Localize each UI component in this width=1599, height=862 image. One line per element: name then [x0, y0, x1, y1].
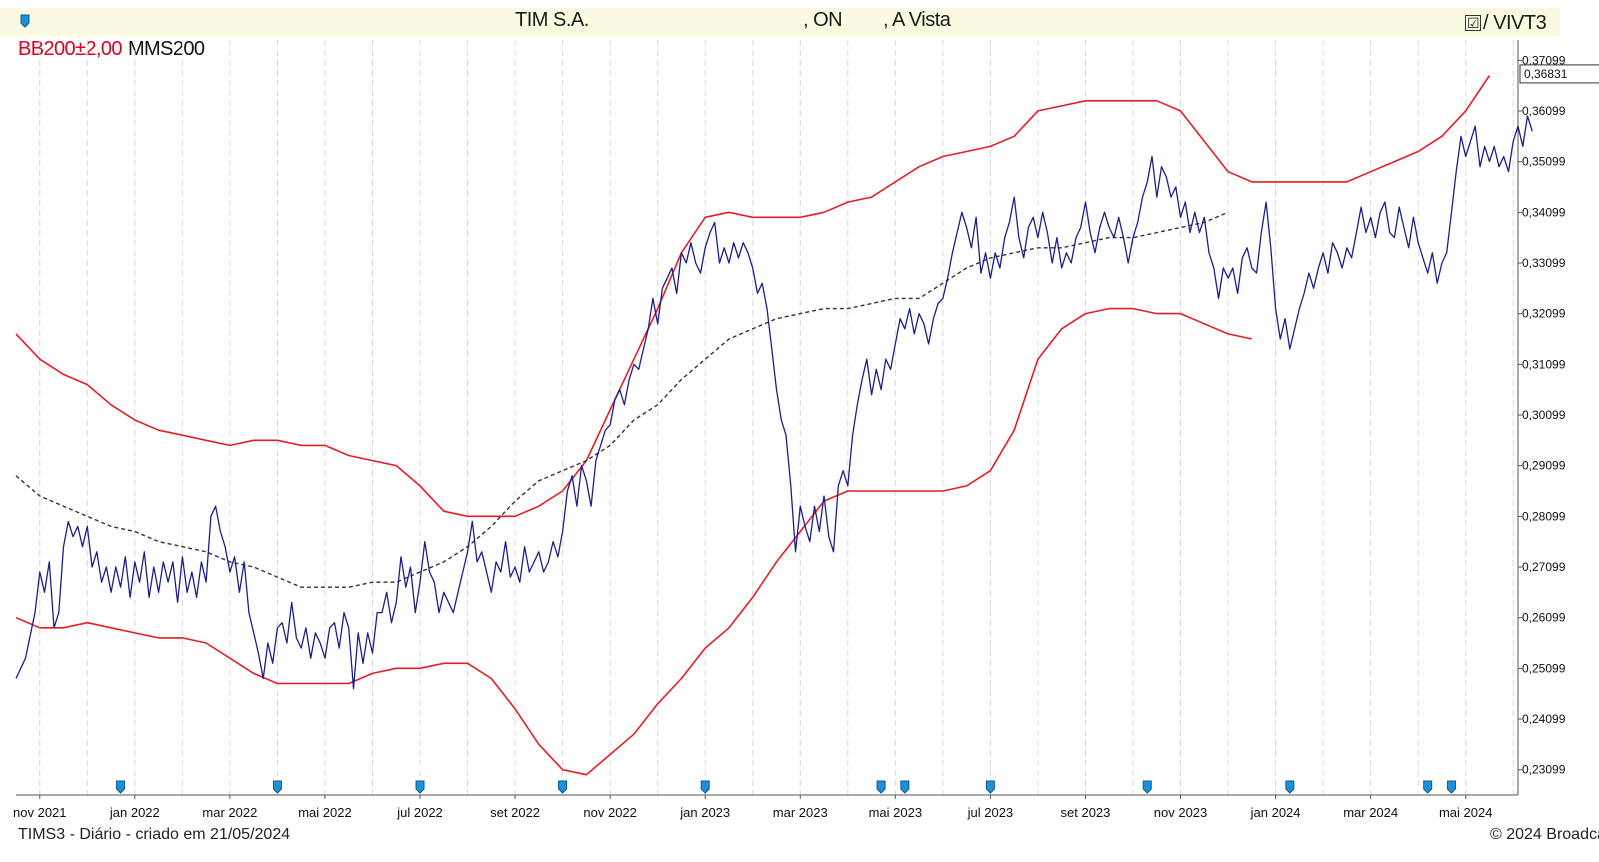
- compare-checkbox[interactable]: ☑: [1465, 15, 1481, 31]
- legend-moving-average[interactable]: MMS200: [127, 38, 205, 60]
- x-tick-label: mai 2023: [869, 805, 922, 820]
- y-tick-label: 0,26099: [1522, 611, 1566, 625]
- x-tick-label: set 2023: [1061, 805, 1111, 820]
- y-tick-label: 0,35099: [1522, 155, 1566, 169]
- chart-axes: [16, 40, 1519, 796]
- event-markers: [116, 780, 1456, 794]
- event-flag-icon[interactable]: [1142, 780, 1152, 794]
- event-flag-icon[interactable]: [558, 780, 568, 794]
- event-flag-icon[interactable]: [1285, 780, 1295, 794]
- y-axis-ticks: 0,37099 0,36099 0,35099 0,34099 0,33099 0,320…: [1518, 53, 1566, 777]
- series-lower-band: [15, 307, 1252, 776]
- y-tick-label: 0,24099: [1522, 712, 1566, 726]
- y-tick-label: 0,33099: [1522, 256, 1566, 270]
- x-tick-label: jan 2022: [109, 805, 160, 820]
- y-tick-label: 0,36099: [1522, 104, 1566, 118]
- event-flag-icon[interactable]: [900, 780, 910, 794]
- x-tick-label: jul 2023: [967, 805, 1014, 820]
- event-flag-icon[interactable]: [1423, 780, 1433, 794]
- chart-caption: TIMS3 - Diário - criado em 21/05/2024: [18, 826, 291, 843]
- x-tick-label: mai 2022: [298, 805, 351, 820]
- y-tick-label: 0,34099: [1522, 205, 1566, 219]
- event-flag-icon[interactable]: [116, 780, 126, 794]
- y-tick-label: 0,37099: [1522, 53, 1566, 67]
- x-tick-label: jan 2023: [679, 805, 730, 820]
- x-tick-label: nov 2021: [13, 805, 67, 820]
- grid-lines: [39, 40, 1514, 795]
- y-tick-label: 0,29099: [1522, 459, 1566, 473]
- last-value-box: [1519, 64, 1599, 84]
- x-tick-label: mai 2024: [1439, 805, 1492, 820]
- y-tick-label: 0,31099: [1522, 357, 1566, 371]
- event-flag-icon[interactable]: [272, 780, 282, 794]
- share-class: , ON: [803, 9, 843, 31]
- series-ma200: [15, 211, 1229, 588]
- indicator-legend: BB200±2,00 MMS200: [18, 38, 205, 61]
- series-upper-band: [15, 75, 1491, 518]
- series-price: [15, 115, 1533, 690]
- x-tick-label: jul 2022: [396, 805, 443, 820]
- event-flag-icon[interactable]: [876, 780, 886, 794]
- x-tick-label: jan 2024: [1250, 805, 1301, 820]
- last-value-marker: 0,36831: [1519, 64, 1599, 84]
- x-tick-label: nov 2022: [583, 805, 637, 820]
- x-tick-label: mar 2024: [1343, 805, 1398, 820]
- compare-toggle[interactable]: ☑ / VIVT3: [1465, 12, 1547, 35]
- x-axis-ticks: nov 2021 jan 2022 mar 2022 mai 2022 jul 2022…: [13, 795, 1492, 820]
- series-lines: [15, 75, 1533, 776]
- y-tick-label: 0,28099: [1522, 509, 1566, 523]
- event-flag-icon[interactable]: [415, 780, 425, 794]
- event-flag-icon[interactable]: [700, 780, 710, 794]
- legend-bollinger[interactable]: BB200±2,00: [18, 38, 123, 60]
- copyright-notice: © 2024 Broadca: [1490, 826, 1599, 843]
- y-tick-label: 0,27099: [1522, 560, 1566, 574]
- market-type: , A Vista: [883, 9, 951, 31]
- compare-label: / VIVT3: [1483, 12, 1547, 34]
- y-tick-label: 0,25099: [1522, 661, 1566, 675]
- x-tick-label: mar 2023: [773, 805, 828, 820]
- company-name: TIM S.A.: [515, 9, 589, 31]
- event-flag-icon[interactable]: [1446, 780, 1456, 794]
- asset-flag-icon[interactable]: [20, 14, 30, 28]
- last-value-label: 0,36831: [1524, 67, 1568, 81]
- y-tick-label: 0,30099: [1522, 408, 1566, 422]
- y-tick-label: 0,32099: [1522, 307, 1566, 321]
- x-tick-label: mar 2022: [202, 805, 257, 820]
- x-tick-label: set 2022: [490, 805, 540, 820]
- chart-header-bar: [0, 8, 1560, 36]
- y-tick-label: 0,23099: [1522, 763, 1566, 777]
- event-flag-icon[interactable]: [985, 780, 995, 794]
- x-tick-label: nov 2023: [1154, 805, 1208, 820]
